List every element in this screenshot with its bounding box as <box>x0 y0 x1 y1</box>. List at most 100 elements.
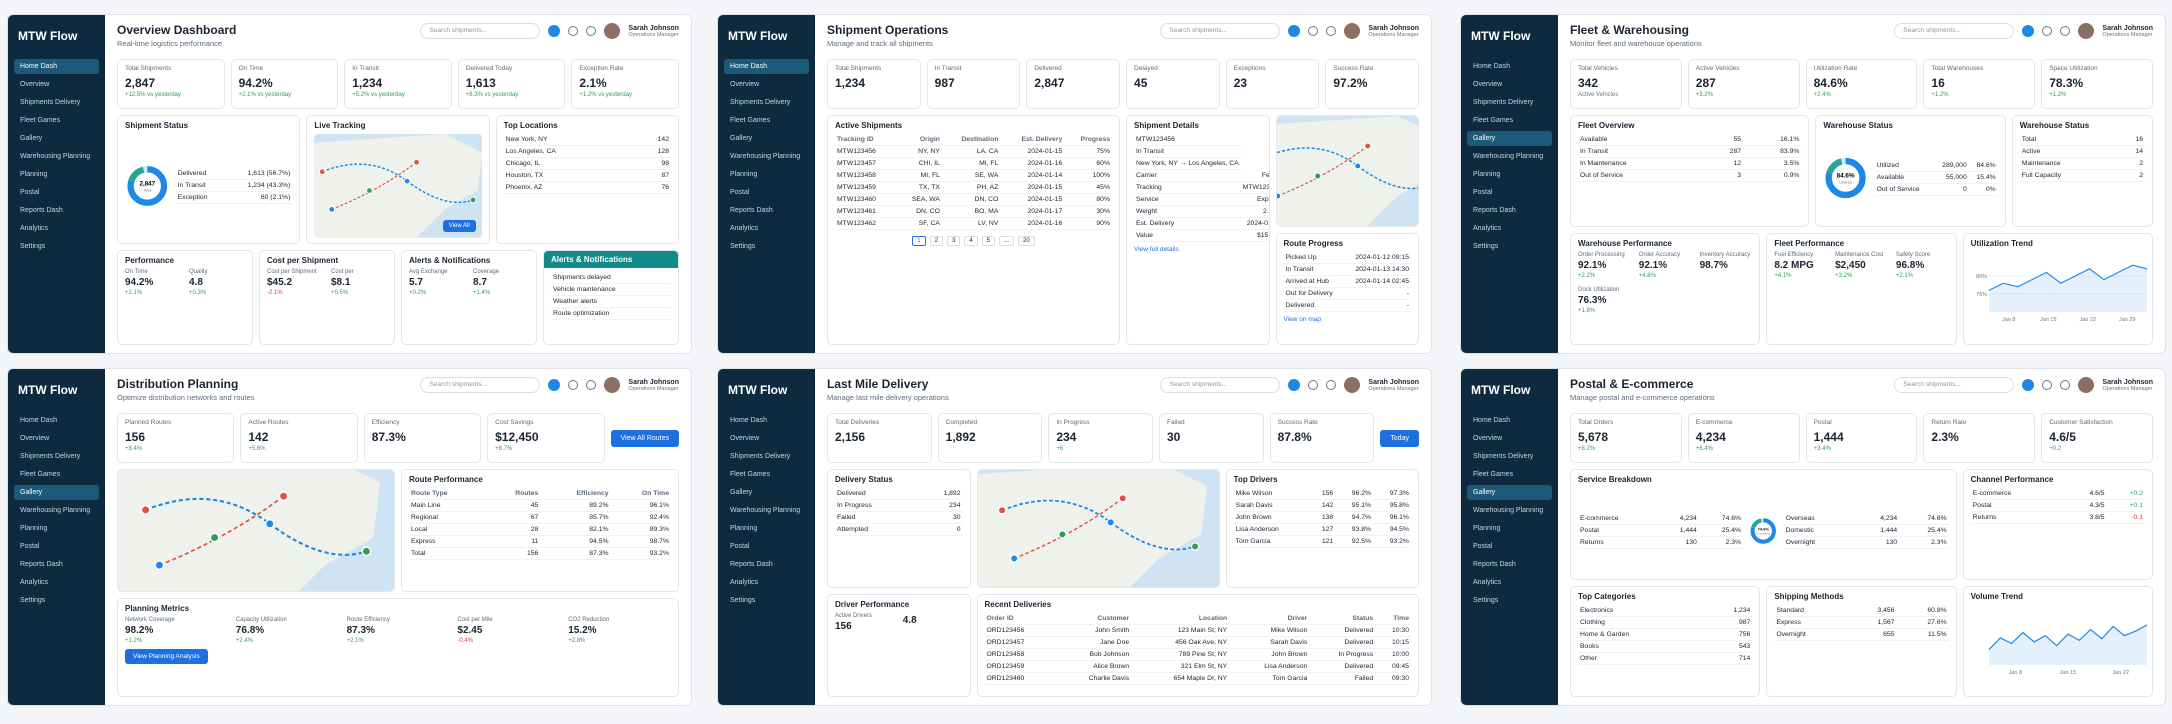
notifications-icon[interactable] <box>1308 26 1319 36</box>
link[interactable]: View on map <box>1283 316 1321 323</box>
settings-icon[interactable] <box>586 26 597 36</box>
nav-item[interactable]: Postal <box>730 189 750 196</box>
nav-item[interactable]: Gallery <box>730 135 753 142</box>
nav-item[interactable]: Home Dash <box>20 417 57 424</box>
nav-item[interactable]: Planning <box>1473 171 1501 178</box>
filter-button[interactable] <box>1288 379 1301 391</box>
nav-item[interactable]: Gallery <box>730 489 753 496</box>
nav-item[interactable]: Home Dash <box>730 417 767 424</box>
nav-item[interactable]: Warehousing Planning <box>730 507 801 514</box>
nav-item[interactable]: Gallery <box>14 485 99 500</box>
nav-item[interactable]: Fleet Games <box>20 117 61 124</box>
nav-item[interactable]: Planning <box>20 525 48 532</box>
avatar[interactable] <box>604 377 621 393</box>
filter-button[interactable] <box>1288 25 1301 37</box>
nav-item[interactable]: Gallery <box>1467 131 1552 146</box>
nav-item[interactable]: Gallery <box>20 135 43 142</box>
search-box[interactable]: Search shipments... <box>420 377 541 393</box>
filter-button[interactable] <box>548 379 561 391</box>
filter-button[interactable] <box>548 25 561 37</box>
nav-item[interactable]: Analytics <box>730 579 759 586</box>
nav-item[interactable]: Gallery <box>1467 485 1552 500</box>
nav-item[interactable]: Home Dash <box>1473 63 1510 70</box>
nav-item[interactable]: Fleet Games <box>1473 471 1514 478</box>
nav-item[interactable]: Postal <box>1473 189 1493 196</box>
nav-item[interactable]: Settings <box>1473 597 1499 604</box>
nav-item[interactable]: Fleet Games <box>730 117 771 124</box>
page-button[interactable]: ... <box>999 236 1015 246</box>
nav-item[interactable]: Overview <box>730 81 760 88</box>
avatar[interactable] <box>604 23 621 39</box>
nav-item[interactable]: Reports Dash <box>20 561 63 568</box>
nav-item[interactable]: Shipments Delivery <box>1473 453 1534 460</box>
nav-item[interactable]: Reports Dash <box>20 207 63 214</box>
nav-item[interactable]: Settings <box>20 243 46 250</box>
nav-item[interactable]: Planning <box>730 525 758 532</box>
nav-item[interactable]: Reports Dash <box>730 207 773 214</box>
search-box[interactable]: Search shipments... <box>1894 377 2015 393</box>
search-box[interactable]: Search shipments... <box>1160 23 1281 39</box>
avatar[interactable] <box>2078 23 2095 39</box>
nav-item[interactable]: Warehousing Planning <box>20 153 91 160</box>
settings-icon[interactable] <box>586 380 597 390</box>
nav-item[interactable]: Analytics <box>730 225 759 232</box>
nav-item[interactable]: Planning <box>1473 525 1501 532</box>
nav-item[interactable]: Warehousing Planning <box>1473 507 1544 514</box>
notifications-icon[interactable] <box>1308 380 1319 390</box>
nav-item[interactable]: Overview <box>1473 435 1503 442</box>
settings-icon[interactable] <box>1326 380 1337 390</box>
nav-item[interactable]: Warehousing Planning <box>730 153 801 160</box>
nav-item[interactable]: Home Dash <box>724 59 809 74</box>
page-button[interactable]: 3 <box>946 236 961 246</box>
nav-item[interactable]: Analytics <box>1473 579 1502 586</box>
nav-item[interactable]: Settings <box>730 597 756 604</box>
search-box[interactable]: Search shipments... <box>1160 377 1281 393</box>
filter-button[interactable] <box>2022 25 2035 37</box>
nav-item[interactable]: Analytics <box>1473 225 1502 232</box>
kpi-button[interactable]: Today <box>1380 429 1419 447</box>
settings-icon[interactable] <box>2060 26 2071 36</box>
search-box[interactable]: Search shipments... <box>420 23 541 39</box>
nav-item[interactable]: Planning <box>730 171 758 178</box>
nav-item[interactable]: Shipments Delivery <box>20 99 81 106</box>
notifications-icon[interactable] <box>2042 380 2053 390</box>
nav-item[interactable]: Planning <box>20 171 48 178</box>
page-button[interactable]: 5 <box>981 236 995 246</box>
nav-item[interactable]: Reports Dash <box>1473 561 1516 568</box>
link[interactable]: View full details <box>1134 246 1179 253</box>
avatar[interactable] <box>1344 377 1361 393</box>
nav-item[interactable]: Analytics <box>20 579 49 586</box>
settings-icon[interactable] <box>2060 380 2071 390</box>
notifications-icon[interactable] <box>568 380 579 390</box>
nav-item[interactable]: Overview <box>20 435 50 442</box>
nav-item[interactable]: Settings <box>1473 243 1499 250</box>
nav-item[interactable]: Fleet Games <box>730 471 771 478</box>
avatar[interactable] <box>2078 377 2095 393</box>
nav-item[interactable]: Postal <box>730 543 750 550</box>
nav-item[interactable]: Warehousing Planning <box>20 507 91 514</box>
nav-item[interactable]: Overview <box>20 81 50 88</box>
page-button[interactable]: 20 <box>1018 236 1035 246</box>
nav-item[interactable]: Warehousing Planning <box>1473 153 1544 160</box>
settings-icon[interactable] <box>1326 26 1337 36</box>
search-box[interactable]: Search shipments... <box>1894 23 2015 39</box>
kpi-button[interactable]: View All Routes <box>610 429 680 447</box>
nav-item[interactable]: Postal <box>20 189 40 196</box>
nav-item[interactable]: Shipments Delivery <box>20 453 81 460</box>
nav-item[interactable]: Home Dash <box>14 59 99 74</box>
button[interactable]: View Planning Analysis <box>125 649 208 665</box>
nav-item[interactable]: Reports Dash <box>730 561 773 568</box>
nav-item[interactable]: Postal <box>1473 543 1493 550</box>
nav-item[interactable]: Fleet Games <box>20 471 61 478</box>
nav-item[interactable]: Overview <box>730 435 760 442</box>
nav-item[interactable]: Shipments Delivery <box>730 99 791 106</box>
notifications-icon[interactable] <box>568 26 579 36</box>
nav-item[interactable]: Fleet Games <box>1473 117 1514 124</box>
page-button[interactable]: 1 <box>912 236 926 246</box>
nav-item[interactable]: Shipments Delivery <box>1473 99 1534 106</box>
nav-item[interactable]: Reports Dash <box>1473 207 1516 214</box>
map-button[interactable]: View All <box>442 219 476 232</box>
nav-item[interactable]: Postal <box>20 543 40 550</box>
nav-item[interactable]: Analytics <box>20 225 49 232</box>
nav-item[interactable]: Shipments Delivery <box>730 453 791 460</box>
